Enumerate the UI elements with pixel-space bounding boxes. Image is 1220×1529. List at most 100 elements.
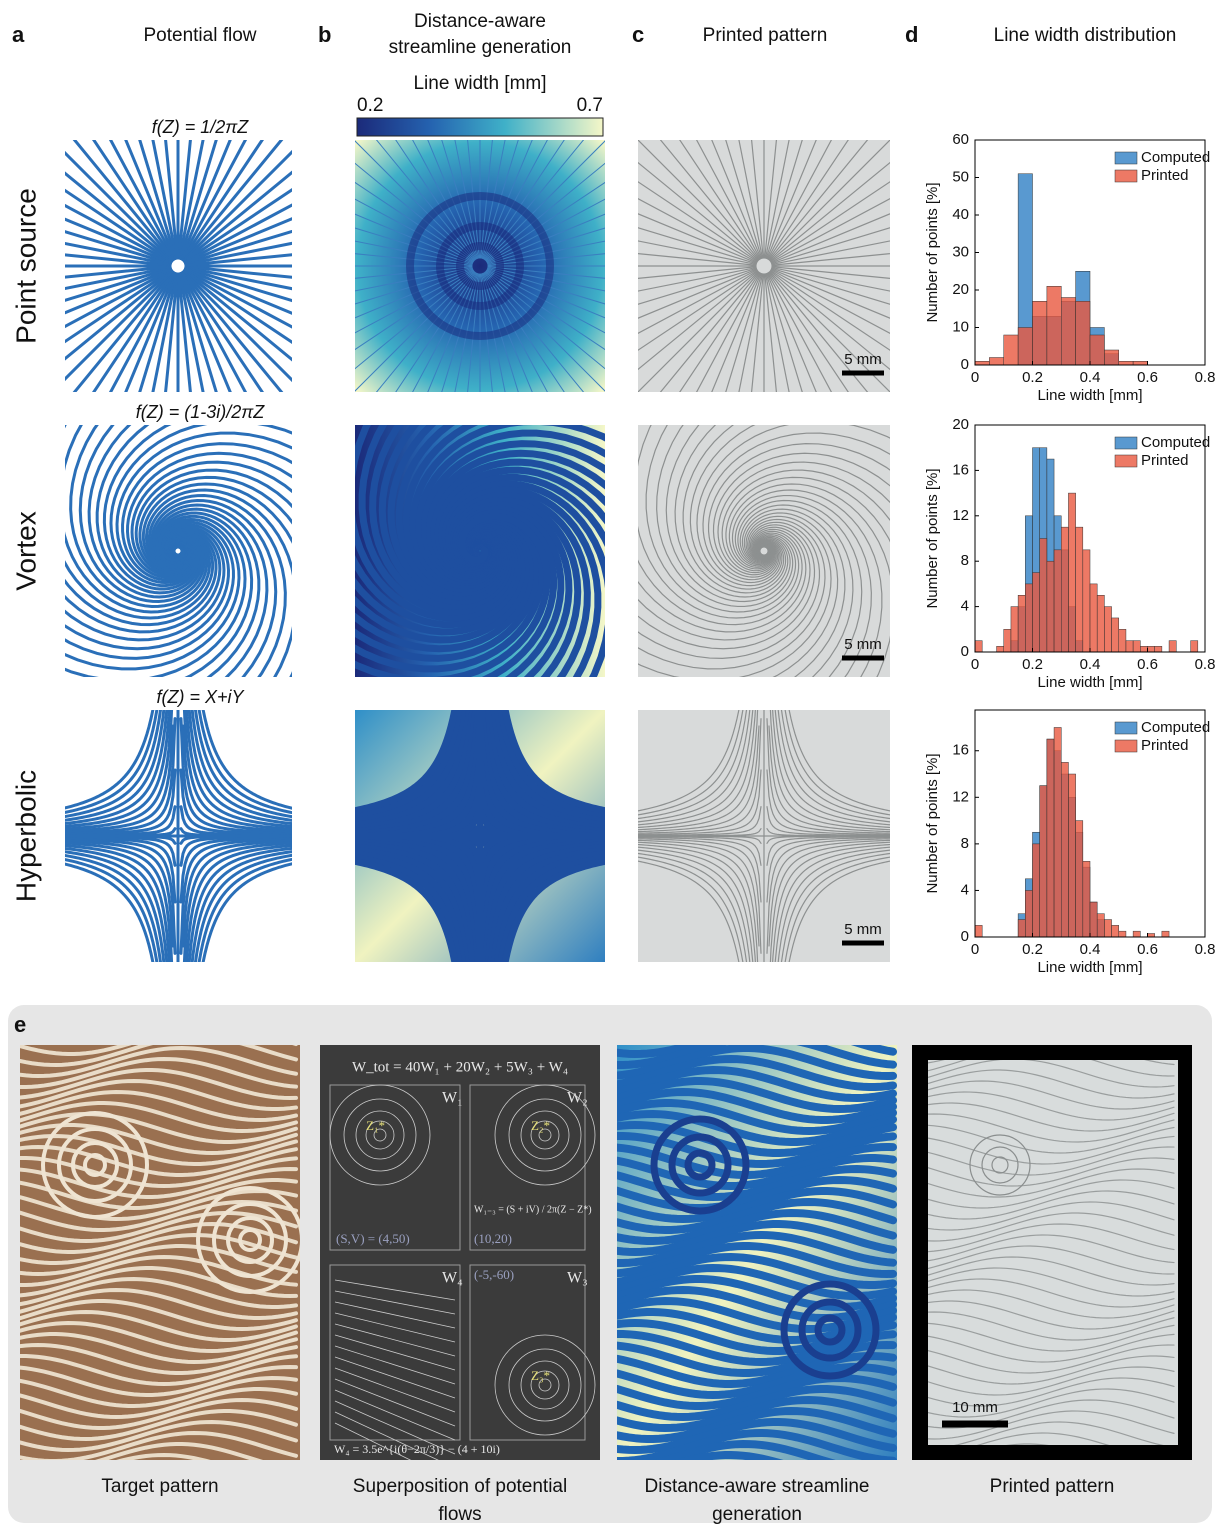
y-tick-label: 60 bbox=[952, 131, 969, 148]
y-tick-label: 12 bbox=[952, 788, 969, 805]
column-title: streamline generation bbox=[389, 37, 572, 58]
x-tick-label: 0.2 bbox=[1022, 656, 1043, 673]
scale-bar-label: 10 mm bbox=[952, 1399, 998, 1416]
histogram-bar bbox=[1119, 629, 1126, 652]
image-panel bbox=[28, 678, 328, 995]
image-panel bbox=[305, 376, 655, 726]
panel-letter: e bbox=[14, 1012, 26, 1037]
y-tick-label: 16 bbox=[952, 461, 969, 478]
histogram-bar bbox=[1076, 821, 1083, 937]
legend-swatch bbox=[1115, 455, 1137, 467]
x-tick-label: 0 bbox=[971, 369, 979, 386]
legend-label: Printed bbox=[1141, 737, 1189, 754]
y-axis-label: Number of points [%] bbox=[924, 753, 941, 893]
panel-letter: a bbox=[12, 22, 25, 47]
param: (S,V) = (4,50) bbox=[336, 1231, 410, 1246]
histogram-bar bbox=[1126, 641, 1133, 652]
histogram-bar bbox=[1104, 350, 1118, 365]
y-tick-label: 20 bbox=[952, 281, 969, 298]
histogram-bar bbox=[1076, 301, 1090, 365]
x-tick-label: 0.2 bbox=[1022, 369, 1043, 386]
y-tick-label: 10 bbox=[952, 318, 969, 335]
x-tick-label: 0.4 bbox=[1080, 941, 1101, 958]
scale-bar-label: 5 mm bbox=[844, 921, 882, 938]
histogram-bar bbox=[1191, 641, 1198, 652]
x-tick-label: 0.2 bbox=[1022, 941, 1043, 958]
histogram-bar bbox=[1090, 584, 1097, 652]
histogram-bar bbox=[1076, 527, 1083, 652]
x-tick-label: 0.4 bbox=[1080, 369, 1101, 386]
scale-bar-label: 5 mm bbox=[844, 636, 882, 653]
singularity-label: Z₁* bbox=[366, 1118, 385, 1133]
subplot-label: W₄ bbox=[442, 1270, 463, 1287]
histogram-bar bbox=[975, 641, 982, 652]
caption: Printed pattern bbox=[990, 1476, 1115, 1497]
histogram-bar bbox=[1090, 335, 1104, 365]
y-axis-label: Number of points [%] bbox=[924, 182, 941, 322]
column-title: Potential flow bbox=[143, 25, 256, 46]
histogram-bar bbox=[1133, 361, 1147, 365]
row-label: Vortex bbox=[10, 511, 41, 590]
histogram-bar bbox=[1083, 861, 1090, 937]
histogram-bar bbox=[1047, 286, 1061, 365]
equation: W_tot = 40W₁ + 20W₂ + 5W₃ + W₄ bbox=[352, 1059, 568, 1075]
formula-w13: W₁₋₃ = (S + iV) / 2π(Z − Z*) bbox=[474, 1204, 592, 1215]
histogram-bar bbox=[1133, 931, 1140, 937]
y-tick-label: 0 bbox=[961, 356, 969, 373]
image-panel bbox=[330, 678, 630, 995]
colorbar-tick-label: 0.7 bbox=[577, 95, 603, 116]
histogram-bar bbox=[997, 646, 1004, 652]
histogram-bar bbox=[1011, 607, 1018, 652]
formula: f(Z) = (1-3i)/2πZ bbox=[136, 402, 266, 422]
image-panel bbox=[574, 76, 954, 456]
histogram-bar bbox=[1112, 618, 1119, 652]
caption: Superposition of potential bbox=[353, 1476, 567, 1497]
histogram-bar bbox=[1061, 527, 1068, 652]
histogram-bar bbox=[1047, 739, 1054, 937]
x-tick-label: 0.8 bbox=[1195, 369, 1216, 386]
y-tick-label: 20 bbox=[952, 416, 969, 433]
formula: f(Z) = 1/2πZ bbox=[152, 117, 250, 137]
caption: flows bbox=[438, 1504, 481, 1525]
histogram-bar bbox=[1140, 646, 1147, 652]
histogram-bar bbox=[1061, 298, 1075, 366]
x-tick-label: 0.6 bbox=[1137, 941, 1158, 958]
histogram-bar bbox=[1047, 561, 1054, 652]
histogram-bar bbox=[1025, 584, 1032, 652]
image-panel bbox=[589, 376, 939, 726]
histogram-bar bbox=[1133, 641, 1140, 652]
y-tick-label: 0 bbox=[961, 643, 969, 660]
histogram-bar bbox=[1033, 844, 1040, 937]
formula-w4: W₄ = 3.5e^{i(θ−2π/3)} − (4 + 10i) bbox=[334, 1442, 500, 1456]
image-panel bbox=[3, 376, 353, 726]
histogram-bar bbox=[1061, 762, 1068, 937]
figure: aPotential flowbDistance-awarestreamline… bbox=[0, 0, 1220, 1529]
histogram-bar bbox=[1169, 641, 1176, 652]
histogram-bar bbox=[975, 925, 982, 937]
image-panel bbox=[617, 1026, 897, 1483]
column-title: Printed pattern bbox=[703, 25, 828, 46]
x-tick-label: 0.8 bbox=[1195, 941, 1216, 958]
y-tick-label: 12 bbox=[952, 507, 969, 524]
colorbar-label: Line width [mm] bbox=[413, 73, 546, 94]
histogram-bar bbox=[1040, 539, 1047, 653]
x-tick-label: 0 bbox=[971, 941, 979, 958]
histogram-bar bbox=[1018, 328, 1032, 366]
histogram-bar bbox=[975, 361, 989, 365]
colorbar bbox=[357, 118, 603, 136]
histogram-bar bbox=[1104, 607, 1111, 652]
y-tick-label: 8 bbox=[961, 552, 969, 569]
histogram-bar bbox=[1004, 629, 1011, 652]
column-title: Line width distribution bbox=[994, 25, 1177, 46]
caption: Distance-aware streamline bbox=[645, 1476, 870, 1497]
subplot-label: W₁ bbox=[442, 1090, 463, 1107]
image-panel bbox=[20, 1026, 302, 1483]
histogram-bar bbox=[1083, 550, 1090, 652]
histogram-bar bbox=[1033, 573, 1040, 652]
legend-swatch bbox=[1115, 152, 1137, 164]
histogram-bar bbox=[1097, 914, 1104, 937]
x-tick-label: 0 bbox=[971, 656, 979, 673]
y-tick-label: 16 bbox=[952, 742, 969, 759]
x-tick-label: 0.8 bbox=[1195, 656, 1216, 673]
